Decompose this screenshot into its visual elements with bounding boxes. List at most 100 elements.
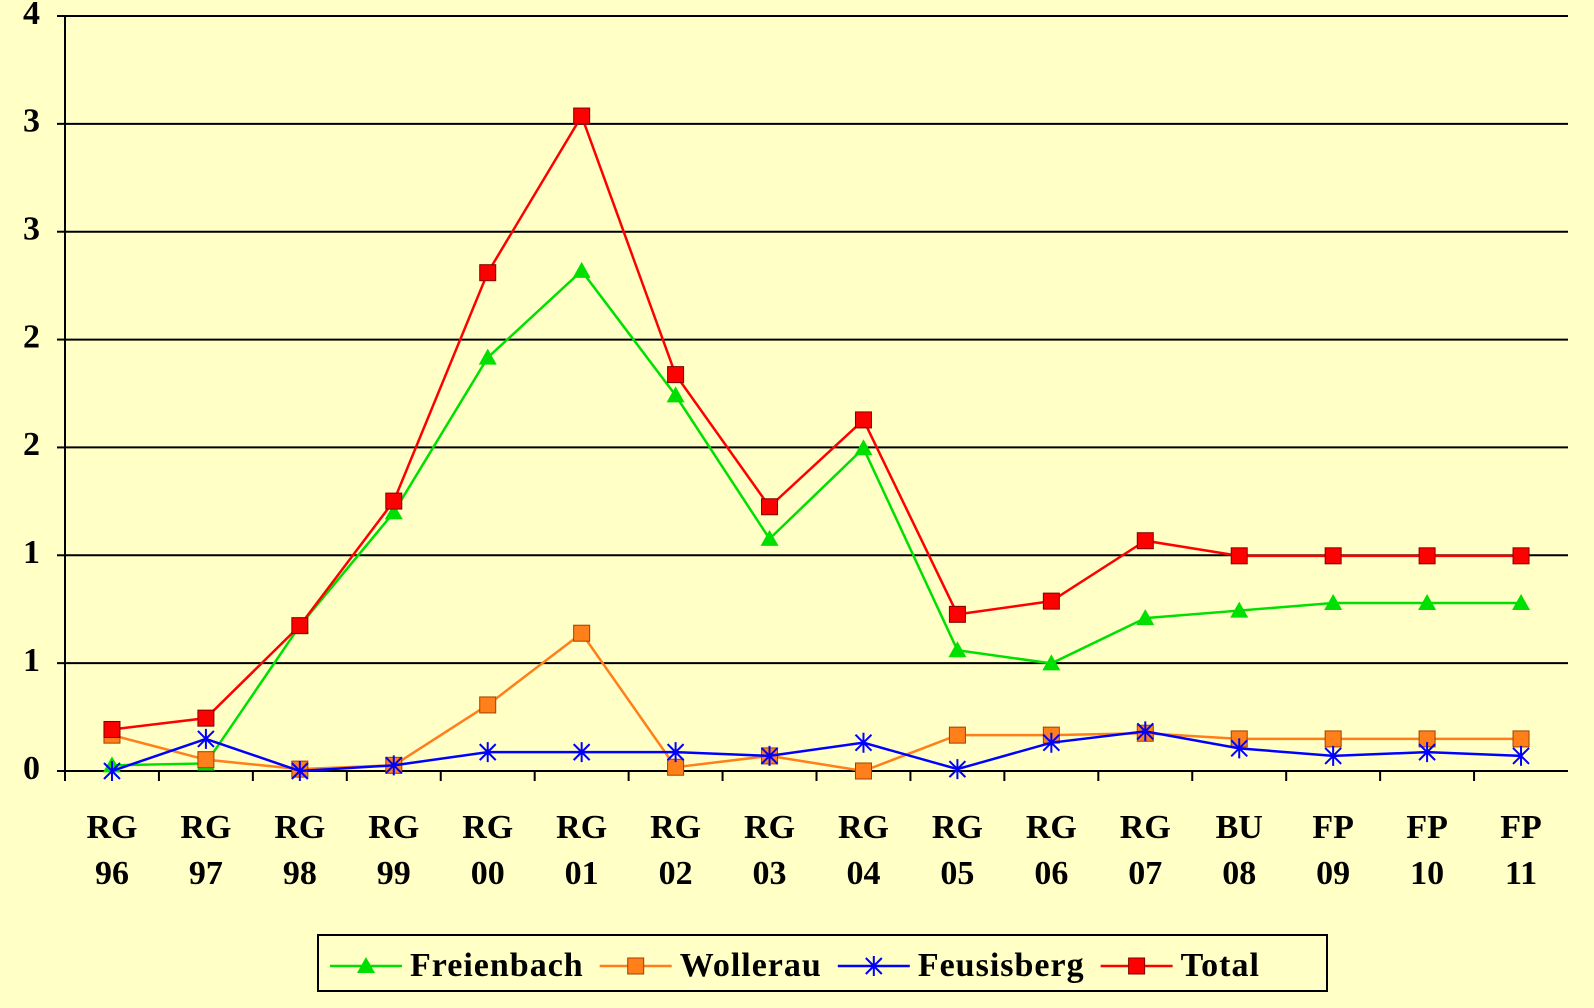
x-tick-label: RG — [556, 809, 607, 846]
marker — [948, 759, 967, 780]
marker — [103, 761, 121, 781]
x-tick-label: RG — [274, 809, 325, 846]
marker — [103, 720, 121, 738]
marker — [1230, 601, 1249, 618]
marker — [1128, 957, 1146, 975]
series-line — [111, 113, 1522, 731]
marker — [854, 439, 873, 456]
marker — [291, 617, 309, 635]
marker — [1512, 594, 1531, 611]
legend-box — [317, 934, 1328, 992]
y-tick-label: 2 — [23, 426, 40, 463]
marker — [760, 745, 779, 766]
x-tick-label: 04 — [846, 855, 880, 892]
marker — [573, 107, 591, 125]
marker — [1324, 745, 1342, 766]
marker — [479, 264, 497, 282]
marker — [291, 761, 309, 781]
y-tick-label: 4 — [23, 0, 40, 32]
marker — [385, 755, 403, 776]
x-tick-label: RG — [86, 809, 137, 846]
marker — [1042, 732, 1061, 753]
marker — [760, 529, 779, 546]
marker — [479, 696, 497, 714]
x-tick-label: FP — [1312, 809, 1354, 846]
x-tick-label: 03 — [753, 855, 787, 892]
marker — [573, 624, 591, 642]
marker — [1230, 738, 1248, 759]
marker — [384, 503, 403, 520]
x-tick-label: 97 — [189, 855, 223, 892]
y-tick-label: 3 — [23, 103, 40, 140]
x-tick-label: RG — [1120, 809, 1171, 846]
marker — [385, 492, 403, 510]
series-line — [111, 730, 1522, 773]
marker — [479, 742, 497, 763]
x-tick-label: RG — [744, 809, 795, 846]
marker — [1512, 745, 1530, 766]
x-tick-label: RG — [932, 809, 983, 846]
marker — [1512, 730, 1530, 748]
x-tick-label: 02 — [659, 855, 693, 892]
x-tick-label: RG — [368, 809, 419, 846]
marker — [627, 957, 645, 975]
marker — [1230, 547, 1248, 565]
marker — [357, 957, 375, 973]
marker — [667, 366, 685, 384]
marker — [197, 751, 215, 769]
x-tick-label: RG — [1026, 809, 1077, 846]
x-tick-label: 06 — [1034, 855, 1068, 892]
x-tick-label: RG — [180, 809, 231, 846]
legend-label: Feusisberg — [918, 947, 1085, 984]
marker — [197, 728, 215, 749]
x-tick-label: FP — [1406, 809, 1448, 846]
marker — [1418, 594, 1437, 611]
marker — [666, 386, 685, 403]
x-tick-label: 07 — [1128, 855, 1162, 892]
x-tick-label: 08 — [1222, 855, 1256, 892]
marker — [854, 411, 872, 429]
marker — [854, 762, 872, 780]
x-tick-label: 98 — [283, 855, 317, 892]
marker — [1324, 547, 1342, 565]
marker — [865, 956, 883, 976]
marker — [572, 261, 591, 278]
marker — [1418, 742, 1436, 763]
x-tick-label: RG — [462, 809, 513, 846]
x-tick-label: 11 — [1505, 855, 1537, 892]
marker — [1042, 592, 1060, 610]
x-tick-label: 00 — [471, 855, 505, 892]
x-tick-label: 05 — [940, 855, 974, 892]
y-tick-label: 3 — [23, 211, 40, 248]
marker — [1324, 730, 1342, 748]
x-tick-label: 10 — [1410, 855, 1444, 892]
marker — [1324, 594, 1343, 611]
x-tick-label: BU — [1216, 809, 1263, 846]
x-tick-label: 01 — [565, 855, 599, 892]
marker — [1136, 721, 1154, 742]
marker — [1136, 609, 1155, 626]
marker — [948, 726, 966, 744]
marker — [948, 605, 966, 623]
marker — [761, 498, 779, 516]
legend: Freienbach Wollerau Feusisberg Total — [317, 934, 1328, 992]
series-line — [111, 268, 1522, 767]
legend-label: Freienbach — [410, 947, 584, 984]
legend-label: Total — [1181, 947, 1260, 984]
marker — [478, 348, 497, 365]
marker — [948, 641, 967, 658]
x-tick-label: 96 — [95, 855, 129, 892]
marker — [1418, 547, 1436, 565]
legend-label: Wollerau — [680, 947, 822, 984]
marker — [854, 732, 873, 753]
x-tick-label: 09 — [1316, 855, 1350, 892]
x-tick-label: RG — [838, 809, 889, 846]
marker — [666, 742, 685, 763]
y-tick-label: 0 — [23, 750, 40, 787]
x-tick-label: RG — [650, 809, 701, 846]
y-tick-label: 1 — [23, 642, 40, 679]
marker — [1136, 532, 1154, 550]
marker — [197, 709, 215, 727]
y-tick-label: 1 — [23, 534, 40, 571]
